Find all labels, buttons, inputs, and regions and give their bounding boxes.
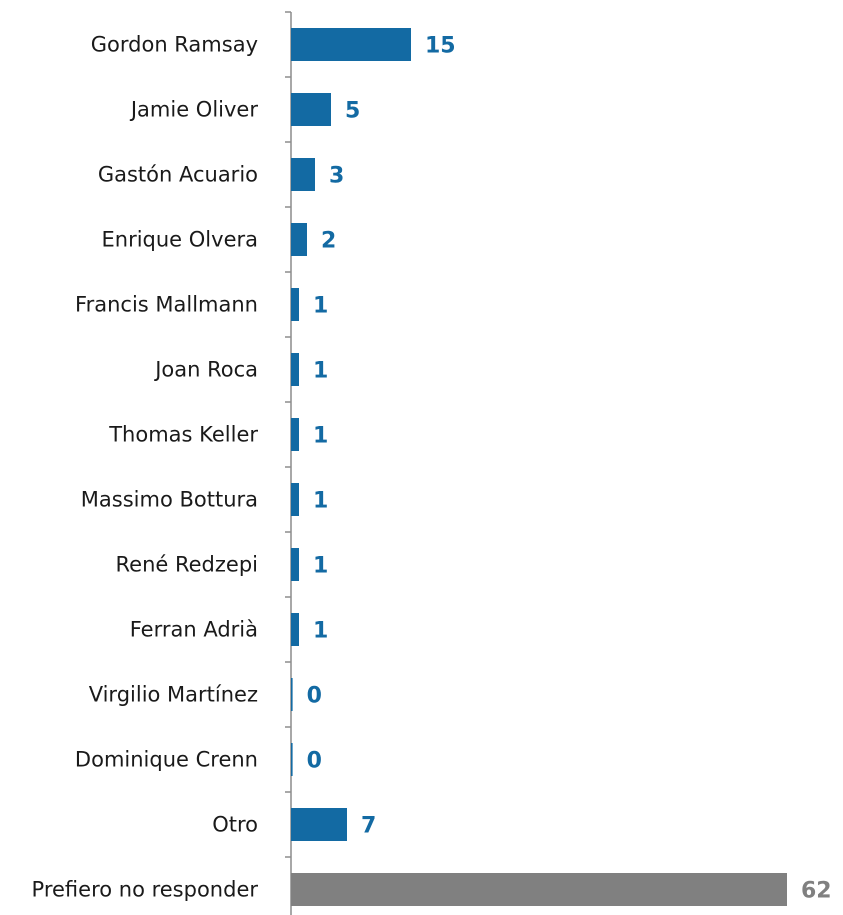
bar: [291, 808, 347, 841]
category-label: Gastón Acuario: [98, 163, 258, 187]
value-label: 1: [313, 554, 328, 579]
value-label: 15: [425, 34, 456, 59]
bar: [291, 873, 787, 906]
bar: [291, 288, 299, 321]
bar: [291, 743, 293, 776]
category-label: Joan Roca: [153, 358, 258, 382]
value-label: 1: [313, 294, 328, 319]
bar: [291, 158, 315, 191]
bar: [291, 93, 331, 126]
bar: [291, 28, 411, 61]
category-label: Jamie Oliver: [129, 98, 258, 122]
category-label: Dominique Crenn: [75, 748, 258, 772]
value-label: 1: [313, 424, 328, 449]
bar: [291, 678, 293, 711]
category-label: Virgilio Martínez: [89, 683, 258, 707]
bar: [291, 483, 299, 516]
category-label: Thomas Keller: [108, 423, 258, 447]
value-label: 1: [313, 359, 328, 384]
value-label: 0: [307, 684, 322, 709]
value-label: 2: [321, 229, 336, 254]
bar: [291, 223, 307, 256]
category-label: Massimo Bottura: [81, 488, 258, 512]
value-label: 3: [329, 164, 344, 189]
bar: [291, 418, 299, 451]
category-label: Gordon Ramsay: [91, 33, 258, 57]
bar: [291, 353, 299, 386]
category-label: Prefiero no responder: [32, 878, 259, 902]
value-label: 1: [313, 619, 328, 644]
bar: [291, 613, 299, 646]
category-label: Otro: [212, 813, 258, 837]
value-label: 7: [361, 814, 376, 839]
category-label: René Redzepi: [116, 553, 258, 577]
bar: [291, 548, 299, 581]
value-label: 5: [345, 99, 360, 124]
category-label: Enrique Olvera: [102, 228, 259, 252]
category-label: Francis Mallmann: [75, 293, 258, 317]
value-label: 0: [307, 749, 322, 774]
value-label: 62: [801, 879, 832, 904]
category-label: Ferran Adrià: [130, 618, 258, 642]
value-label: 1: [313, 489, 328, 514]
